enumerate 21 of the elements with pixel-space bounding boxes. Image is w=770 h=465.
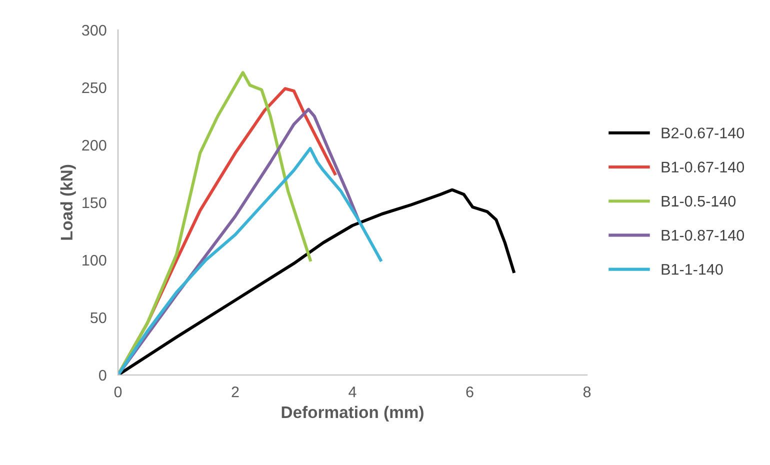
x-tick-label: 6 [466,386,474,398]
y-tick-label: 250 [82,82,106,94]
legend-label: B1-1-140 [662,264,723,275]
x-tick-label: 4 [348,386,356,398]
y-tick-label: 200 [82,140,106,151]
y-axis-title: Load (kN) [60,164,76,240]
y-tick-label: 100 [82,254,106,266]
y-tick-label: 150 [82,197,106,208]
legend-label: B1-0.67-140 [662,162,744,172]
y-tick-label: 0 [98,370,106,381]
legend-label: B1-0.5-140 [662,196,736,207]
line-series [118,188,516,375]
legend-label: B1-0.87-140 [662,230,744,241]
x-tick-label: 8 [583,386,591,398]
x-tick-label: 0 [114,386,122,398]
x-tick-label: 2 [232,386,239,398]
y-tick-label: 300 [82,24,106,36]
legend-label: B2-0.67-140 [662,128,744,138]
x-axis-title: Deformation (mm) [282,406,424,422]
y-tick-label: 50 [90,312,106,324]
line-series [118,146,382,375]
